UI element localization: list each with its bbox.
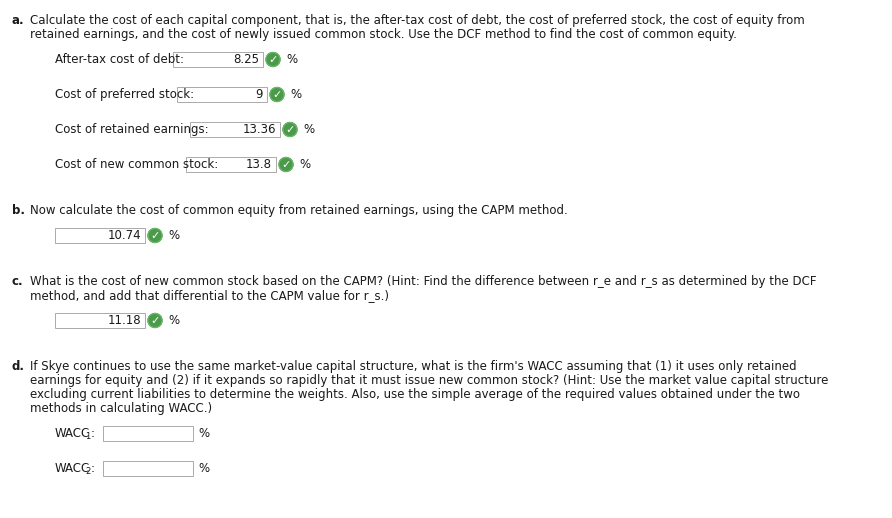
Text: %: % — [286, 53, 297, 66]
Text: Cost of preferred stock:: Cost of preferred stock: — [55, 88, 194, 101]
Circle shape — [148, 228, 162, 242]
Text: WACC: WACC — [55, 427, 90, 440]
FancyBboxPatch shape — [186, 157, 276, 172]
Text: a.: a. — [12, 14, 25, 27]
Text: If Skye continues to use the same market-value capital structure, what is the fi: If Skye continues to use the same market… — [30, 360, 797, 373]
Text: ✓: ✓ — [272, 90, 282, 100]
Text: 10.74: 10.74 — [107, 229, 141, 242]
Text: Cost of new common stock:: Cost of new common stock: — [55, 158, 219, 171]
FancyBboxPatch shape — [55, 228, 145, 243]
Text: ✓: ✓ — [281, 160, 291, 170]
Circle shape — [270, 88, 284, 102]
Text: ✓: ✓ — [151, 231, 160, 241]
Text: %: % — [299, 158, 310, 171]
Text: retained earnings, and the cost of newly issued common stock. Use the DCF method: retained earnings, and the cost of newly… — [30, 28, 737, 41]
Text: %: % — [290, 88, 301, 101]
FancyBboxPatch shape — [55, 313, 145, 328]
Text: Cost of retained earnings:: Cost of retained earnings: — [55, 123, 209, 136]
Text: 9: 9 — [255, 88, 263, 101]
Text: %: % — [168, 314, 179, 327]
Text: ✓: ✓ — [285, 125, 294, 135]
Text: b.: b. — [12, 204, 25, 217]
Text: excluding current liabilities to determine the weights. Also, use the simple ave: excluding current liabilities to determi… — [30, 388, 800, 401]
Circle shape — [283, 122, 297, 137]
Text: method, and add that differential to the CAPM value for r_s.): method, and add that differential to the… — [30, 289, 389, 302]
Text: ✓: ✓ — [151, 316, 160, 326]
FancyBboxPatch shape — [103, 461, 193, 476]
Text: Calculate the cost of each capital component, that is, the after-tax cost of deb: Calculate the cost of each capital compo… — [30, 14, 805, 27]
Text: 2: 2 — [85, 467, 90, 476]
FancyBboxPatch shape — [190, 122, 280, 137]
Text: c.: c. — [12, 275, 23, 288]
Text: :: : — [91, 462, 95, 475]
Text: 13.8: 13.8 — [246, 158, 272, 171]
Text: Now calculate the cost of common equity from retained earnings, using the CAPM m: Now calculate the cost of common equity … — [30, 204, 567, 217]
FancyBboxPatch shape — [177, 87, 267, 102]
FancyBboxPatch shape — [103, 426, 193, 441]
FancyBboxPatch shape — [173, 52, 263, 67]
Text: WACC: WACC — [55, 462, 90, 475]
Text: 1: 1 — [85, 432, 90, 441]
Text: 8.25: 8.25 — [233, 53, 259, 66]
Text: After-tax cost of debt:: After-tax cost of debt: — [55, 53, 184, 66]
Text: %: % — [198, 462, 209, 475]
Text: methods in calculating WACC.): methods in calculating WACC.) — [30, 402, 212, 415]
Text: 11.18: 11.18 — [107, 314, 141, 327]
Circle shape — [148, 313, 162, 327]
Text: What is the cost of new common stock based on the CAPM? (Hint: Find the differen: What is the cost of new common stock bas… — [30, 275, 816, 288]
Text: %: % — [198, 427, 209, 440]
Circle shape — [279, 157, 293, 171]
Text: %: % — [303, 123, 314, 136]
Text: ✓: ✓ — [268, 55, 277, 65]
Text: 13.36: 13.36 — [243, 123, 276, 136]
Text: d.: d. — [12, 360, 25, 373]
Text: earnings for equity and (2) if it expands so rapidly that it must issue new comm: earnings for equity and (2) if it expand… — [30, 374, 829, 387]
Text: :: : — [91, 427, 95, 440]
Circle shape — [266, 52, 280, 66]
Text: %: % — [168, 229, 179, 242]
